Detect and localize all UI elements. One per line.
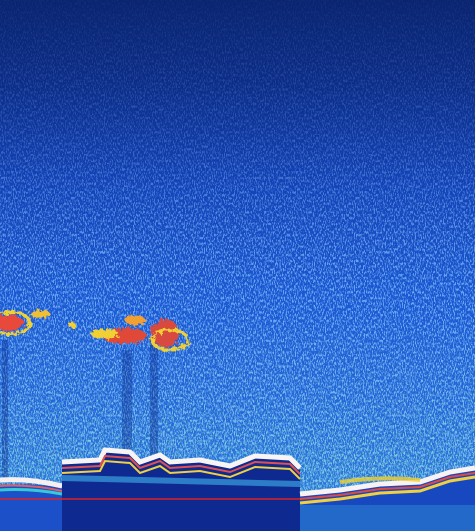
seabed [0,447,475,531]
fish-schools [0,310,190,352]
streaks [2,340,158,480]
